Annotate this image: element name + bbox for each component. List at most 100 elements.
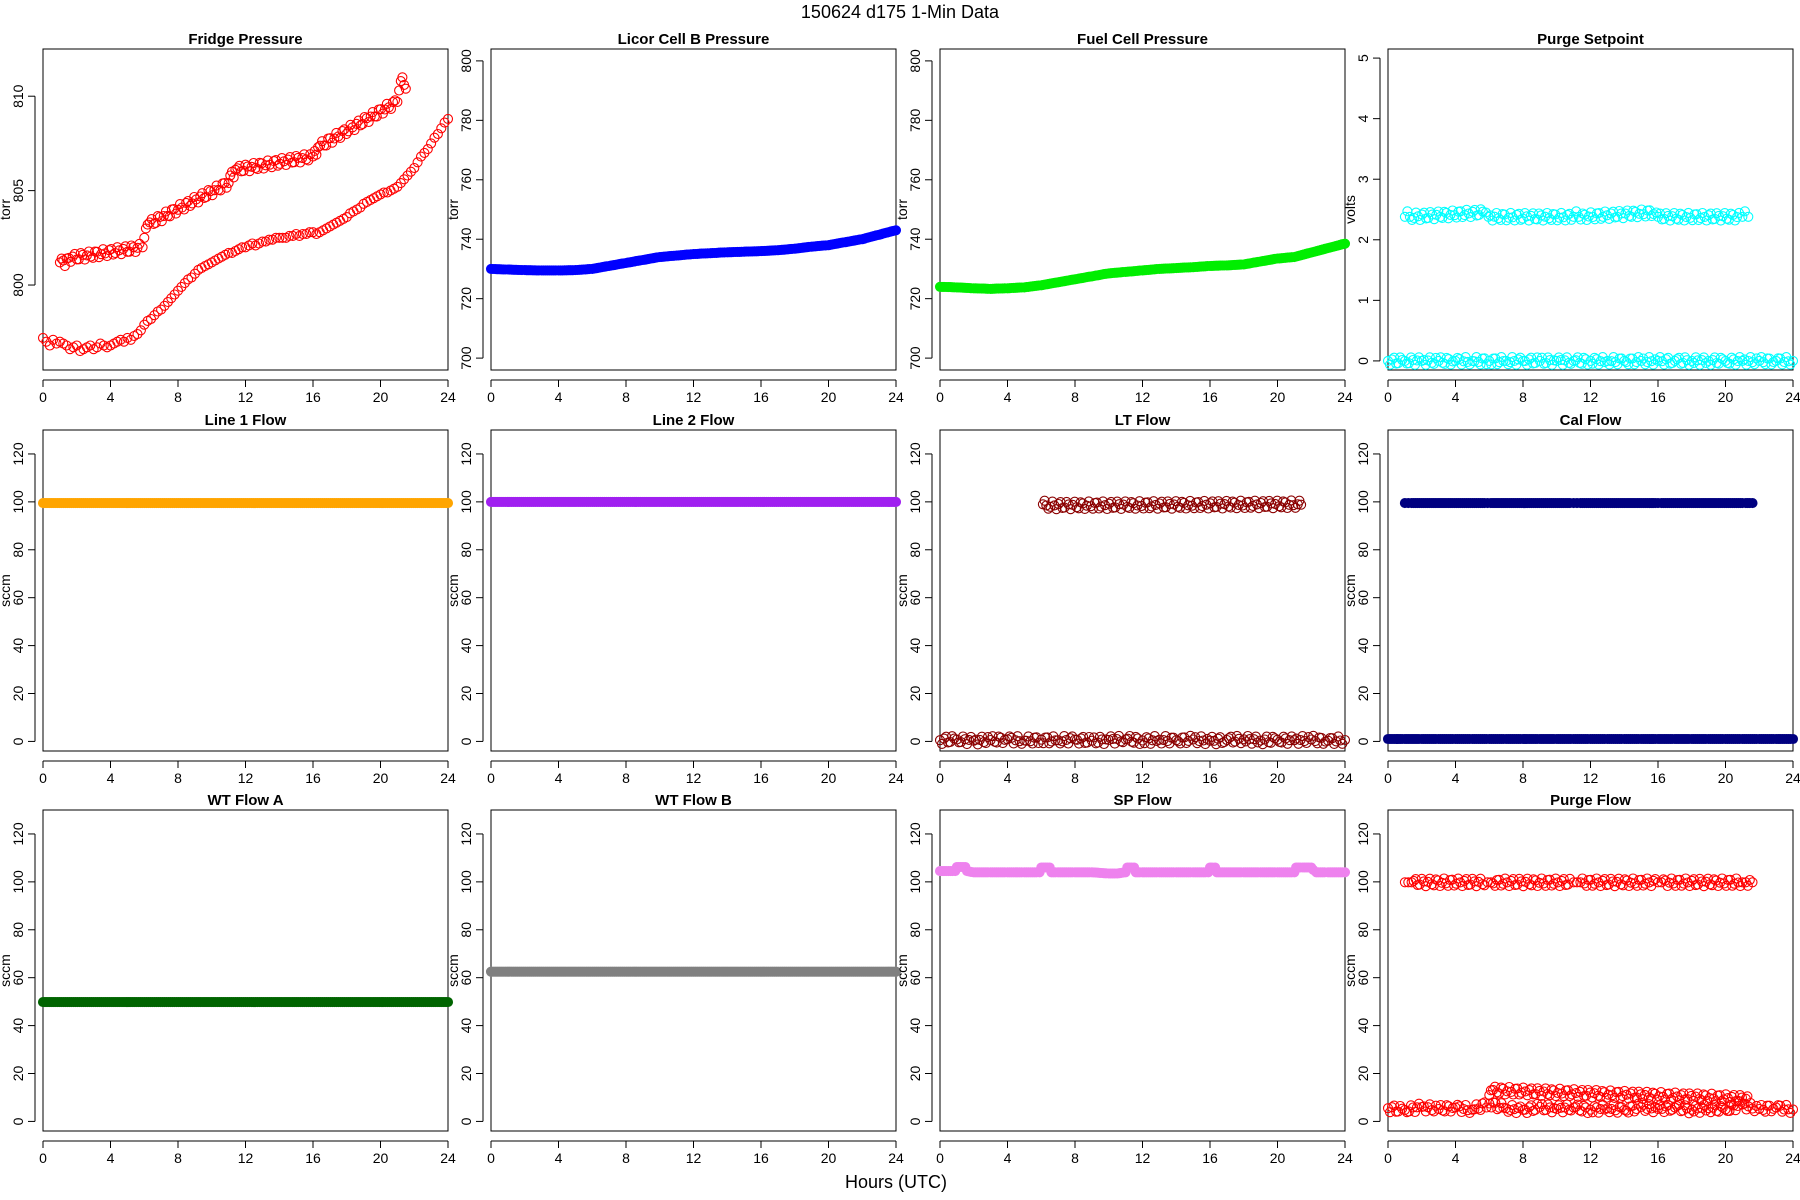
y-tick-label: 60 bbox=[458, 590, 474, 606]
data-point bbox=[139, 319, 150, 330]
y-tick-label: 700 bbox=[907, 346, 923, 370]
panel-title: WT Flow A bbox=[207, 792, 283, 809]
x-tick-label: 4 bbox=[1004, 770, 1012, 786]
y-axis-label: torr bbox=[894, 199, 910, 220]
panel-title: Purge Setpoint bbox=[1537, 31, 1644, 48]
data-point bbox=[1296, 499, 1307, 510]
data-point bbox=[890, 225, 902, 236]
data-point bbox=[442, 498, 454, 509]
y-tick-label: 120 bbox=[1355, 442, 1371, 466]
x-tick-label: 12 bbox=[686, 770, 702, 786]
data-point bbox=[135, 325, 146, 336]
data-point bbox=[270, 232, 281, 243]
x-tick-label: 16 bbox=[1650, 389, 1666, 405]
data-point bbox=[1130, 503, 1141, 514]
data-point bbox=[193, 264, 204, 275]
x-tick-label: 0 bbox=[39, 389, 47, 405]
y-tick-label: 5 bbox=[1355, 54, 1371, 62]
x-tick-label: 4 bbox=[1004, 1150, 1012, 1166]
x-tick-label: 20 bbox=[1270, 1150, 1286, 1166]
y-tick-label: 740 bbox=[458, 227, 474, 251]
data-point bbox=[389, 95, 401, 106]
chart-panel-9: WT Flow A 0 4 8 12 16 20 24 0 20 40 60 80 100 120 sccm bbox=[0, 792, 456, 1166]
x-tick-label: 0 bbox=[1384, 1150, 1392, 1166]
data-point bbox=[221, 182, 232, 193]
data-point bbox=[318, 225, 329, 236]
data-point bbox=[77, 249, 88, 260]
x-tick-label: 24 bbox=[440, 770, 456, 786]
data-point bbox=[96, 249, 107, 260]
plot-frame bbox=[939, 48, 1346, 371]
data-point bbox=[172, 285, 184, 296]
data-point bbox=[166, 293, 177, 304]
y-tick-label: 20 bbox=[10, 686, 26, 702]
data-point bbox=[1563, 357, 1574, 368]
y-tick-label: 780 bbox=[458, 108, 474, 132]
data-point bbox=[1743, 211, 1754, 222]
x-tick-label: 20 bbox=[1718, 770, 1734, 786]
data-point bbox=[1557, 359, 1568, 370]
x-tick-label: 4 bbox=[1452, 1150, 1460, 1166]
data-point bbox=[216, 251, 227, 262]
data-point bbox=[228, 172, 239, 183]
x-tick-label: 20 bbox=[1270, 770, 1286, 786]
data-point bbox=[341, 129, 352, 140]
data-point bbox=[237, 242, 248, 253]
data-point bbox=[1532, 352, 1543, 363]
data-point bbox=[311, 149, 322, 160]
data-point bbox=[1282, 502, 1293, 514]
x-tick-label: 4 bbox=[555, 770, 563, 786]
y-tick-label: 100 bbox=[10, 490, 26, 514]
data-point bbox=[963, 734, 975, 745]
x-tick-label: 12 bbox=[686, 389, 702, 405]
chart-panel-5: Line 1 Flow 0 4 8 12 16 20 24 0 20 40 60 80 100 120 scc… bbox=[0, 412, 456, 786]
data-point bbox=[321, 223, 332, 234]
data-point bbox=[422, 144, 433, 155]
data-point bbox=[392, 96, 403, 107]
y-tick-label: 20 bbox=[907, 1066, 923, 1082]
y-tick-label: 20 bbox=[907, 686, 923, 702]
panel-title: Line 1 Flow bbox=[205, 412, 287, 429]
x-tick-label: 12 bbox=[238, 389, 254, 405]
data-point bbox=[1065, 733, 1076, 744]
x-tick-label: 8 bbox=[1519, 770, 1527, 786]
y-tick-label: 80 bbox=[907, 542, 923, 558]
data-point bbox=[385, 103, 397, 114]
data-point bbox=[432, 128, 443, 140]
data-point bbox=[1556, 207, 1567, 218]
y-tick-label: 0 bbox=[907, 737, 923, 745]
data-point bbox=[348, 206, 359, 217]
y-tick-label: 100 bbox=[1355, 490, 1371, 514]
x-tick-label: 12 bbox=[1583, 1150, 1599, 1166]
x-tick-label: 12 bbox=[1135, 1150, 1151, 1166]
y-tick-label: 80 bbox=[10, 542, 26, 558]
panel-title: Fridge Pressure bbox=[188, 31, 302, 48]
data-point bbox=[1544, 355, 1556, 366]
y-tick-label: 80 bbox=[458, 922, 474, 938]
x-tick-label: 0 bbox=[936, 1150, 944, 1166]
data-point bbox=[351, 118, 362, 129]
data-point bbox=[415, 151, 427, 162]
x-tick-label: 4 bbox=[555, 389, 563, 405]
data-point bbox=[426, 138, 437, 149]
data-point bbox=[276, 153, 287, 164]
x-tick-label: 8 bbox=[1519, 1150, 1527, 1166]
panel-title: Cal Flow bbox=[1560, 412, 1622, 429]
data-point bbox=[1339, 734, 1351, 746]
y-tick-label: 120 bbox=[458, 442, 474, 466]
data-point bbox=[1217, 503, 1228, 514]
data-point bbox=[196, 262, 207, 274]
data-point bbox=[412, 157, 423, 168]
x-tick-label: 16 bbox=[1202, 1150, 1218, 1166]
y-tick-label: 40 bbox=[458, 638, 474, 654]
y-tick-label: 120 bbox=[907, 442, 923, 466]
y-tick-label: 0 bbox=[1355, 1117, 1371, 1125]
y-tick-label: 4 bbox=[1355, 115, 1371, 123]
data-point bbox=[304, 227, 315, 238]
data-point bbox=[392, 181, 403, 192]
y-tick-label: 740 bbox=[907, 227, 923, 251]
data-point bbox=[1462, 356, 1473, 367]
data-point bbox=[168, 203, 179, 215]
